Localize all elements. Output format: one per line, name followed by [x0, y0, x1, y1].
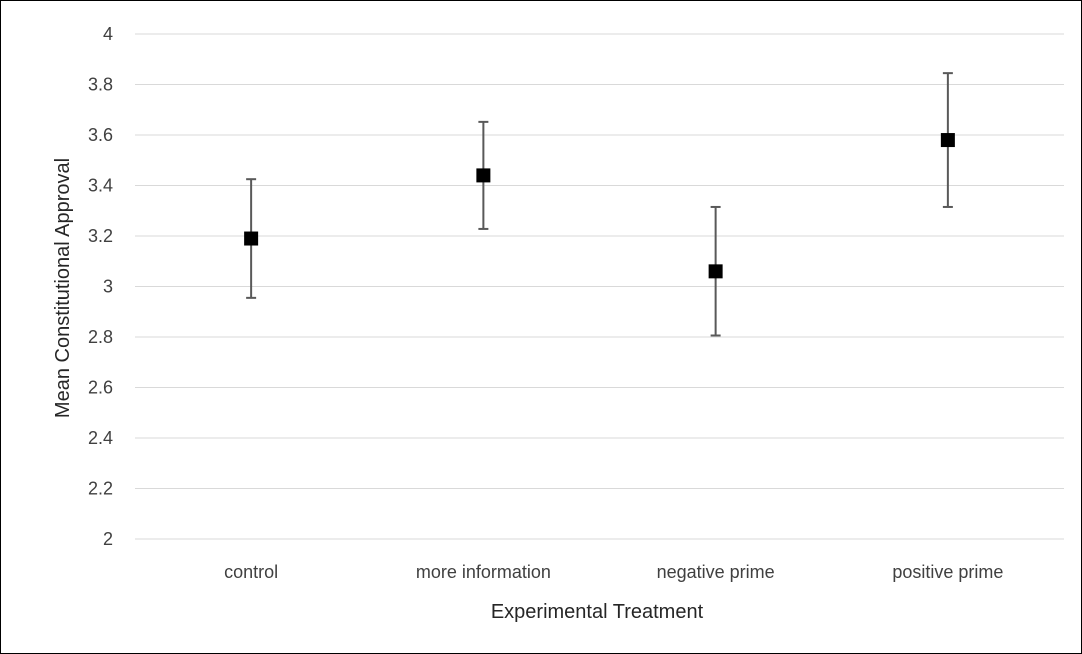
x-tick-label: control	[224, 562, 278, 582]
y-tick-label: 3.8	[88, 75, 113, 95]
data-point	[244, 231, 259, 246]
y-tick-label: 2.6	[88, 378, 113, 398]
data-points	[244, 133, 955, 279]
x-axis-ticks: control more information negative prime pos…	[224, 562, 1003, 582]
data-point	[940, 133, 955, 148]
y-tick-label: 2	[103, 529, 113, 549]
x-tick-label: more information	[416, 562, 551, 582]
y-tick-label: 3.4	[88, 176, 113, 196]
error-bars	[246, 72, 953, 337]
x-tick-label: negative prime	[657, 562, 775, 582]
y-tick-label: 4	[103, 24, 113, 44]
x-tick-label: positive prime	[892, 562, 1003, 582]
gridlines	[135, 33, 1064, 540]
data-point	[708, 264, 723, 279]
y-tick-label: 3.2	[88, 226, 113, 246]
y-axis-ticks: 2 2.2 2.4 2.6 2.8 3 3.2 3.4 3.6 3.8 4	[88, 24, 113, 549]
y-tick-label: 2.4	[88, 428, 113, 448]
data-point	[476, 168, 491, 183]
y-tick-label: 3.6	[88, 125, 113, 145]
y-tick-label: 2.2	[88, 479, 113, 499]
x-axis-title: Experimental Treatment	[491, 601, 704, 623]
y-axis-title: Mean Constitutional Approval	[52, 158, 74, 418]
y-tick-label: 3	[103, 277, 113, 297]
y-tick-label: 2.8	[88, 327, 113, 347]
